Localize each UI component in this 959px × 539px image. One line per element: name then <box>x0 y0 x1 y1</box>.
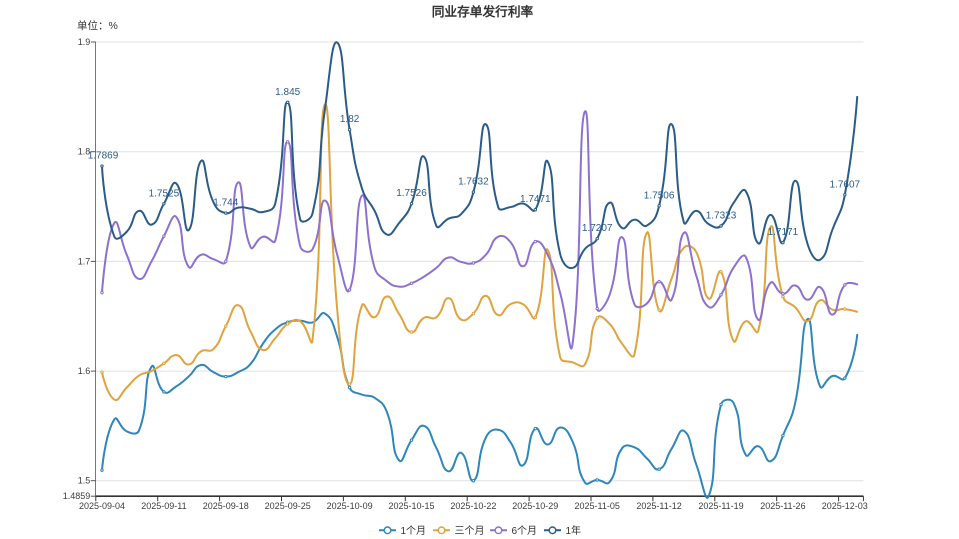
svg-text:1.7607: 1.7607 <box>830 179 861 190</box>
svg-text:2025-11-19: 2025-11-19 <box>698 501 743 511</box>
svg-text:2025-09-25: 2025-09-25 <box>265 501 311 511</box>
svg-text:1年: 1年 <box>566 524 582 537</box>
svg-text:2025-10-15: 2025-10-15 <box>388 501 434 511</box>
svg-text:1.7171: 1.7171 <box>768 227 799 238</box>
svg-text:三个月: 三个月 <box>455 525 485 537</box>
svg-text:1.7525: 1.7525 <box>149 188 180 199</box>
svg-text:2025-12-03: 2025-12-03 <box>822 501 868 511</box>
svg-text:1.7: 1.7 <box>78 256 91 266</box>
svg-text:1.7323: 1.7323 <box>706 210 737 221</box>
svg-text:1.7632: 1.7632 <box>458 177 489 188</box>
svg-text:2025-10-29: 2025-10-29 <box>512 501 558 511</box>
svg-text:1个月: 1个月 <box>401 525 427 537</box>
svg-text:2025-09-18: 2025-09-18 <box>203 501 249 511</box>
svg-text:2025-09-04: 2025-09-04 <box>79 501 125 511</box>
svg-text:6个月: 6个月 <box>512 525 538 537</box>
svg-text:2025-11-12: 2025-11-12 <box>636 501 681 511</box>
svg-text:1.6: 1.6 <box>78 366 91 376</box>
svg-text:1.4859: 1.4859 <box>63 491 91 501</box>
svg-text:2025-11-26: 2025-11-26 <box>760 501 805 511</box>
svg-text:2025-09-11: 2025-09-11 <box>141 501 186 511</box>
svg-text:1.744: 1.744 <box>213 198 238 209</box>
svg-text:1.5: 1.5 <box>78 476 91 486</box>
svg-text:1.7526: 1.7526 <box>396 188 427 199</box>
svg-text:1.7471: 1.7471 <box>520 194 551 205</box>
svg-text:1.845: 1.845 <box>275 87 300 98</box>
svg-text:1.7869: 1.7869 <box>88 151 119 162</box>
svg-text:2025-10-09: 2025-10-09 <box>327 501 373 511</box>
svg-text:1.7207: 1.7207 <box>582 223 613 234</box>
svg-text:1.7506: 1.7506 <box>644 190 675 201</box>
svg-text:1.8: 1.8 <box>78 147 91 157</box>
svg-text:2025-10-22: 2025-10-22 <box>450 501 496 511</box>
svg-text:1.82: 1.82 <box>340 114 360 125</box>
svg-text:2025-11-05: 2025-11-05 <box>575 501 620 511</box>
svg-text:1.9: 1.9 <box>78 37 91 47</box>
